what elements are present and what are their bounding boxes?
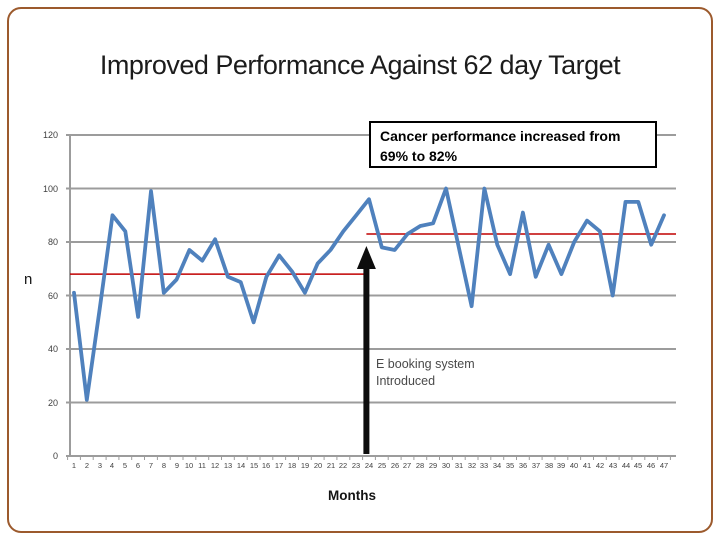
- performance-series-line: [72, 186, 666, 402]
- x-tick-label: 44: [621, 461, 631, 470]
- x-tick-label: 14: [236, 461, 246, 470]
- x-tick-label: 18: [287, 461, 297, 470]
- callout-line1: Cancer performance increased from: [380, 128, 621, 144]
- x-tick-label: 2: [84, 461, 90, 470]
- annotation-arrow-shaft: [363, 268, 370, 454]
- x-tick-label: 26: [390, 461, 400, 470]
- x-tick-label: 5: [122, 461, 128, 470]
- annotation-arrow-head: [356, 246, 376, 269]
- ebooking-annotation: E booking system Introduced: [376, 356, 475, 390]
- x-tick-label: 42: [595, 461, 605, 470]
- x-tick-label: 6: [135, 461, 141, 470]
- x-tick-label: 41: [582, 461, 592, 470]
- x-tick-label: 15: [249, 461, 259, 470]
- x-axis-title: Months: [328, 488, 376, 503]
- x-tick-label: 9: [174, 461, 180, 470]
- y-tick-label: 20: [47, 398, 58, 408]
- x-tick-label: 4: [109, 461, 115, 470]
- x-tick-label: 35: [505, 461, 515, 470]
- x-tick-label: 31: [454, 461, 464, 470]
- x-tick-label: 20: [313, 461, 323, 470]
- x-tick-label: 46: [646, 461, 656, 470]
- slide-border-frame: [7, 7, 713, 533]
- x-tick-label: 13: [223, 461, 233, 470]
- x-tick-label: 1: [71, 461, 77, 470]
- x-tick-label: 38: [544, 461, 554, 470]
- ebooking-annotation-line1: E booking system: [376, 357, 475, 371]
- callout-textbox: Cancer performance increased from 69% to…: [369, 121, 657, 168]
- x-tick-label: 8: [161, 461, 167, 470]
- y-tick-label: 0: [52, 451, 58, 461]
- x-tick-label: 22: [338, 461, 348, 470]
- x-tick-label: 16: [261, 461, 271, 470]
- y-axis-title: n: [24, 271, 33, 288]
- x-tick-label: 45: [633, 461, 643, 470]
- x-tick-label: 47: [659, 461, 669, 470]
- x-tick-label: 3: [97, 461, 103, 470]
- callout-line2: 69% to 82%: [380, 148, 458, 164]
- x-tick-label: 21: [326, 461, 336, 470]
- x-tick-label: 27: [402, 461, 412, 470]
- ebooking-annotation-line2: Introduced: [376, 374, 436, 388]
- x-tick-label: 36: [518, 461, 528, 470]
- y-tick-label: 100: [42, 184, 58, 194]
- y-tick-label: 120: [42, 130, 58, 140]
- x-tick-label: 11: [198, 461, 206, 470]
- x-tick-label: 24: [364, 461, 374, 470]
- x-tick-label: 39: [556, 461, 566, 470]
- x-tick-label: 10: [184, 461, 194, 470]
- x-tick-label: 33: [479, 461, 489, 470]
- x-tick-label: 30: [441, 461, 451, 470]
- y-tick-label: 60: [47, 291, 58, 301]
- x-tick-label: 37: [531, 461, 541, 470]
- x-tick-label: 40: [569, 461, 579, 470]
- slide-title: Improved Performance Against 62 day Targ…: [99, 50, 621, 80]
- x-tick-label: 7: [148, 461, 154, 470]
- x-tick-label: 25: [377, 461, 387, 470]
- x-tick-label: 28: [415, 461, 425, 470]
- x-tick-label: 19: [300, 461, 310, 470]
- x-tick-label: 32: [467, 461, 477, 470]
- x-tick-label: 23: [351, 461, 361, 470]
- x-tick-label: 17: [274, 461, 284, 470]
- x-tick-label: 12: [210, 461, 220, 470]
- x-tick-label: 34: [492, 461, 502, 470]
- y-tick-label: 80: [47, 237, 58, 247]
- x-tick-label: 29: [428, 461, 438, 470]
- x-tick-label: 43: [608, 461, 618, 470]
- y-tick-label: 40: [47, 344, 58, 354]
